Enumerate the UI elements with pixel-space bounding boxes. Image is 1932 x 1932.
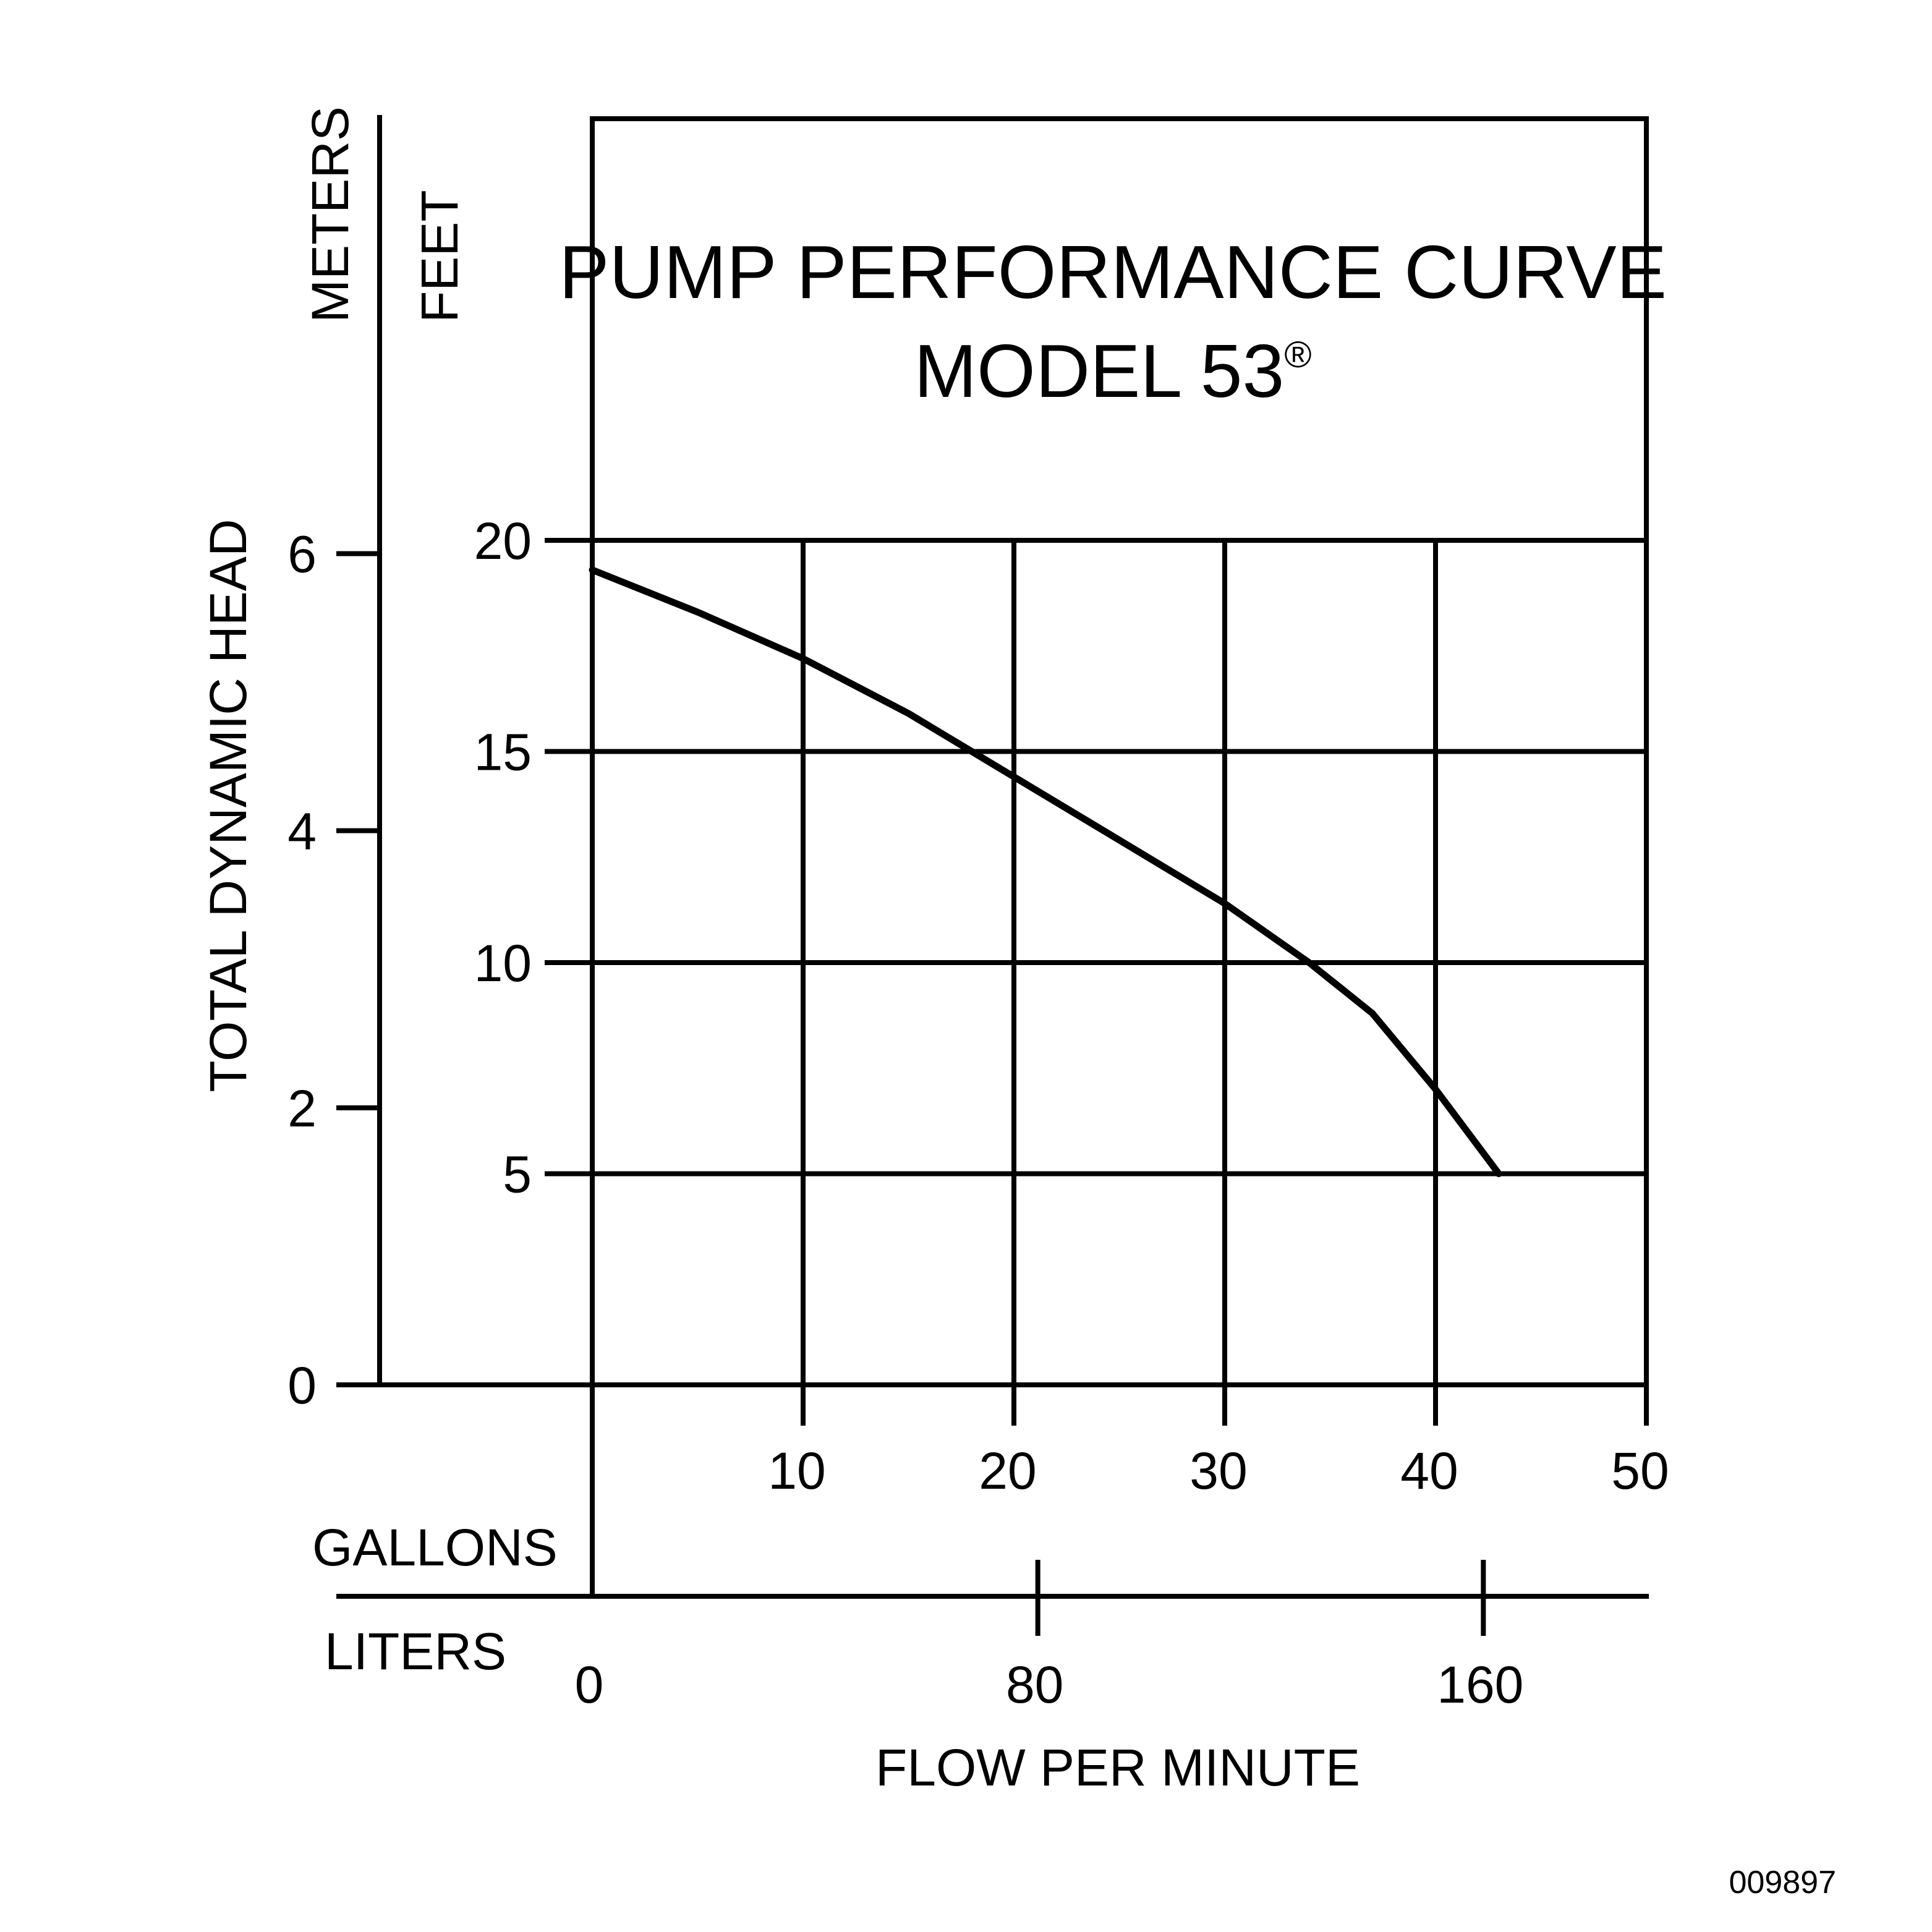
y-tick-label-feet-20: 20 (474, 512, 532, 570)
x-unit-gallons: GALLONS (312, 1518, 558, 1577)
registered-mark: ® (1284, 334, 1311, 375)
y-axis-title: TOTAL DYNAMIC HEAD (199, 519, 257, 1092)
y-tick-label-feet-10: 10 (474, 934, 532, 992)
x-tick-label-gallons-10: 10 (768, 1442, 825, 1500)
x-tick-label-liters-0: 0 (575, 1656, 604, 1714)
y-tick-label-feet-15: 15 (474, 723, 532, 781)
labels: PUMP PERFORMANCE CURVE MODEL 53® TOTAL D… (199, 106, 1836, 1900)
x-axis-title: FLOW PER MINUTE (875, 1738, 1360, 1797)
y-tick-label-meters-4: 4 (287, 802, 317, 861)
x-tick-label-gallons-40: 40 (1400, 1442, 1458, 1500)
y-unit-meters: METERS (301, 106, 359, 323)
x-unit-liters: LITERS (325, 1622, 506, 1680)
y-unit-feet: FEET (411, 190, 469, 323)
y-tick-label-meters-2: 2 (287, 1079, 317, 1138)
axes-frame (336, 115, 1649, 1636)
y-tick-label-meters-6: 6 (287, 526, 317, 584)
y-tick-label-meters-0: 0 (287, 1356, 317, 1415)
x-tick-label-liters-80: 80 (1006, 1656, 1063, 1714)
x-tick-label-gallons-20: 20 (979, 1442, 1036, 1500)
grid (590, 538, 1649, 1387)
y-tick-label-feet-5: 5 (503, 1146, 532, 1204)
performance-curve-line-0 (589, 566, 1502, 1177)
x-tick-label-liters-160: 160 (1437, 1656, 1523, 1714)
x-tick-label-gallons-50: 50 (1611, 1442, 1669, 1500)
chart-subtitle: MODEL 53® (914, 329, 1311, 413)
chart-title: PUMP PERFORMANCE CURVE (559, 230, 1667, 314)
curve-layer (589, 566, 1502, 1177)
x-tick-label-gallons-30: 30 (1189, 1442, 1247, 1500)
figure-id: 009897 (1729, 1865, 1836, 1900)
